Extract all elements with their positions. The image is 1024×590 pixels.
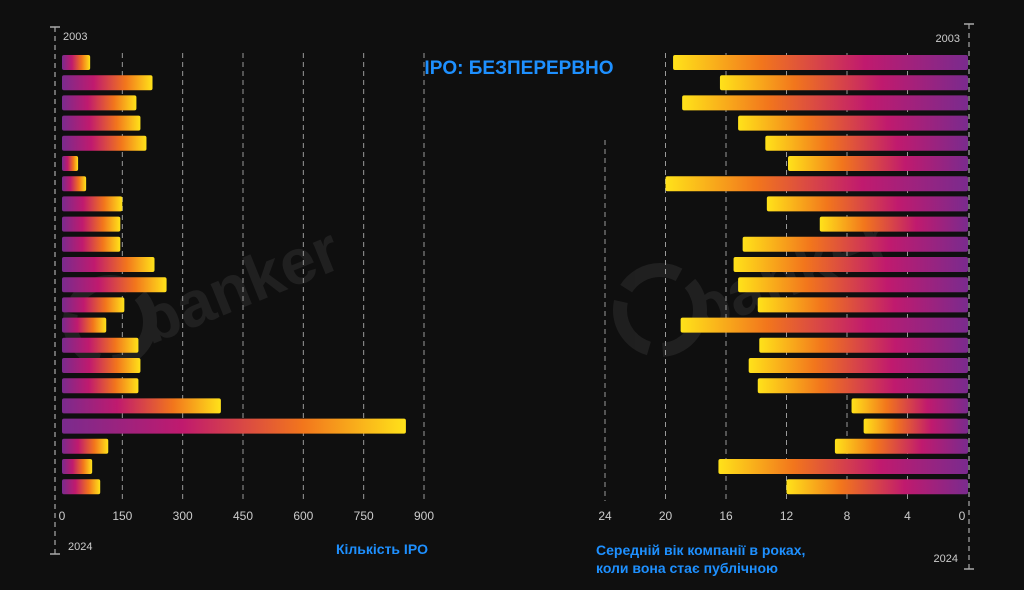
left-tick-label: 900 — [414, 509, 434, 523]
left-tick-label: 0 — [59, 509, 66, 523]
left-bar — [62, 196, 123, 212]
left-year-top: 2003 — [63, 31, 87, 43]
left-bar — [62, 297, 125, 313]
right-bar — [738, 115, 968, 131]
left-bar — [62, 438, 109, 454]
left-tick-labels: 0 150 300 450 600 750 900 — [59, 509, 435, 523]
left-bar — [62, 398, 221, 414]
right-tick-label: 12 — [780, 509, 794, 523]
right-bar — [733, 257, 968, 272]
right-bar — [665, 176, 968, 192]
left-bar — [62, 459, 93, 474]
right-tick-label: 4 — [904, 509, 911, 523]
left-year-bottom: 2024 — [68, 541, 92, 553]
left-bar — [62, 75, 153, 91]
right-bar — [719, 75, 968, 91]
right-axis-title: Середній вік компанії в роках, коли вона … — [596, 542, 805, 576]
left-bar — [62, 479, 101, 495]
left-bar — [62, 135, 147, 151]
right-bars — [665, 55, 968, 495]
right-bar — [786, 479, 968, 495]
right-year-bottom: 2024 — [934, 553, 958, 565]
left-bar — [62, 176, 87, 192]
left-bar — [62, 236, 121, 252]
chart-title: IPO: БЕЗПЕРЕРВНО — [424, 58, 613, 79]
right-bar — [765, 135, 968, 151]
left-tick-label: 300 — [173, 509, 193, 523]
left-bar — [62, 378, 139, 394]
right-tick-label: 16 — [719, 509, 733, 523]
right-bar — [748, 358, 968, 373]
right-bar — [788, 156, 968, 171]
left-tick-label: 150 — [112, 509, 132, 523]
right-bar — [738, 277, 968, 293]
right-axis-title-line: Середній вік компанії в роках, — [596, 542, 805, 558]
right-bar — [759, 337, 968, 353]
right-tick-label: 0 — [959, 509, 966, 523]
right-tick-label: 8 — [844, 509, 851, 523]
left-axis-title: Кількість IPO — [336, 541, 428, 557]
right-tick-label: 20 — [659, 509, 673, 523]
left-bars — [62, 55, 406, 495]
right-bar — [863, 418, 968, 434]
right-bar — [757, 297, 968, 313]
right-year-top: 2003 — [936, 33, 960, 45]
left-bar — [62, 317, 107, 333]
right-bar — [682, 95, 968, 111]
left-bar — [62, 337, 139, 353]
right-tick-label: 24 — [598, 509, 612, 523]
left-tick-label: 750 — [354, 509, 374, 523]
company-age-chart: 2003 2024 24 20 16 12 8 4 0 Середній вік компа… — [596, 23, 974, 576]
left-bar — [62, 418, 406, 434]
right-bar — [680, 317, 968, 333]
left-tick-label: 600 — [293, 509, 313, 523]
right-bar — [757, 378, 968, 394]
right-bar — [819, 216, 968, 232]
right-bar — [673, 55, 968, 70]
left-bar — [62, 55, 91, 70]
right-bar — [742, 236, 968, 252]
right-bar — [851, 398, 968, 414]
right-tick-labels: 24 20 16 12 8 4 0 — [598, 509, 965, 523]
left-bar — [62, 277, 167, 293]
left-bar — [62, 95, 137, 111]
right-bar — [834, 438, 968, 454]
left-bar — [62, 216, 121, 232]
left-bar — [62, 156, 79, 171]
right-bar — [766, 196, 968, 212]
left-bar — [62, 115, 141, 131]
left-tick-label: 450 — [233, 509, 253, 523]
left-bar — [62, 358, 141, 373]
right-bar — [718, 459, 968, 474]
left-bar — [62, 257, 155, 272]
right-axis-title-line: коли вона стає публічною — [596, 560, 778, 576]
ipo-count-chart: 2003 2024 0 150 300 450 600 750 900 Кількість … — [50, 26, 435, 557]
